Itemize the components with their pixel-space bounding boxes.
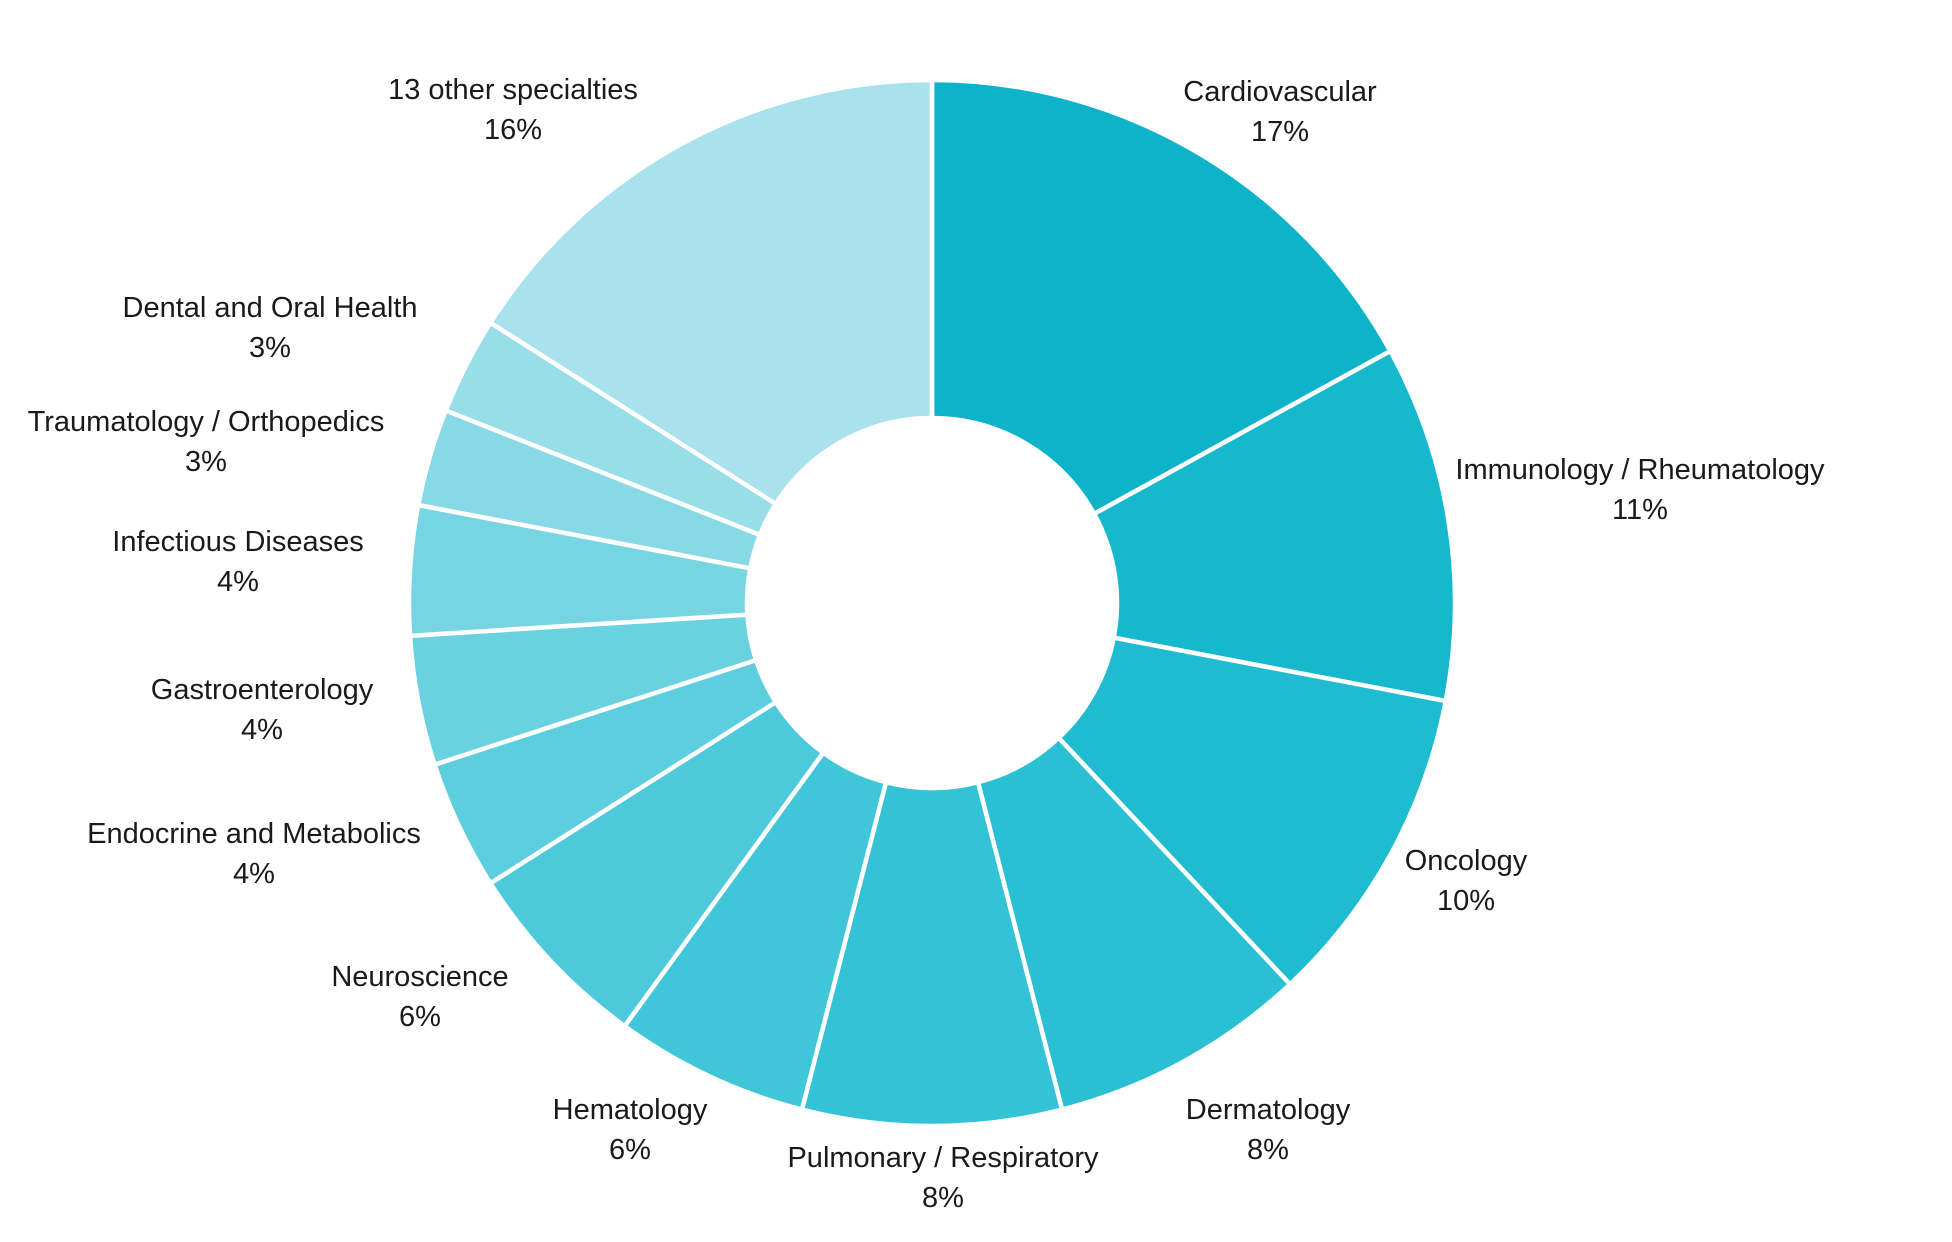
- slice-label-neuroscience: Neuroscience 6%: [331, 961, 508, 1033]
- slice-name: Oncology: [1405, 845, 1528, 877]
- slice-name: Pulmonary / Respiratory: [787, 1142, 1099, 1174]
- slice-percent: 8%: [1247, 1134, 1289, 1166]
- slice-label-hematology: Hematology 6%: [553, 1094, 708, 1166]
- slice-percent: 11%: [1612, 494, 1668, 526]
- slice-name: 13 other specialties: [388, 74, 638, 106]
- slice-percent: 8%: [922, 1182, 964, 1214]
- pie-slice-13-other-specialties: [488, 77, 935, 507]
- slice-name: Gastroenterology: [151, 674, 374, 706]
- slice-label-traumatology-orthopedics: Traumatology / Orthopedics 3%: [28, 406, 385, 478]
- slice-label-cardiovascular: Cardiovascular 17%: [1183, 76, 1377, 148]
- slice-name: Hematology: [553, 1094, 708, 1126]
- slice-label-13-other-specialties: 13 other specialties 16%: [388, 74, 638, 146]
- slice-label-dermatology: Dermatology 8%: [1186, 1094, 1351, 1166]
- slice-name: Endocrine and Metabolics: [87, 818, 421, 850]
- pie-slice-pulmonary-respiratory: [799, 779, 1065, 1129]
- pie-slice-dermatology: [975, 735, 1293, 1112]
- slice-label-oncology: Oncology 10%: [1405, 845, 1528, 917]
- slice-label-endocrine-and-metabolics: Endocrine and Metabolics 4%: [87, 818, 421, 890]
- slice-name: Immunology / Rheumatology: [1455, 454, 1825, 486]
- pie-slice-immunology-rheumatology: [1091, 348, 1458, 704]
- slice-percent: 4%: [241, 714, 283, 746]
- slice-name: Dermatology: [1186, 1094, 1351, 1126]
- pie-slice-cardiovascular: [929, 77, 1393, 517]
- slice-percent: 6%: [609, 1134, 651, 1166]
- slice-percent: 16%: [484, 114, 542, 146]
- slice-name: Dental and Oral Health: [123, 292, 418, 324]
- slice-percent: 6%: [399, 1001, 441, 1033]
- pie-slice-oncology: [1056, 635, 1448, 987]
- slice-percent: 4%: [233, 858, 275, 890]
- slice-label-dental-and-oral-health: Dental and Oral Health 3%: [123, 292, 418, 364]
- slice-name: Traumatology / Orthopedics: [28, 406, 385, 438]
- slice-label-gastroenterology: Gastroenterology 4%: [151, 674, 374, 746]
- slice-name: Infectious Diseases: [112, 526, 363, 558]
- slice-percent: 17%: [1251, 116, 1309, 148]
- slice-percent: 3%: [185, 446, 227, 478]
- slice-name: Neuroscience: [331, 961, 508, 993]
- slice-percent: 3%: [249, 332, 291, 364]
- slice-percent: 10%: [1437, 885, 1495, 917]
- slice-percent: 4%: [217, 566, 259, 598]
- slice-label-immunology-rheumatology: Immunology / Rheumatology 11%: [1455, 454, 1825, 526]
- slice-label-pulmonary-respiratory: Pulmonary / Respiratory 8%: [787, 1142, 1099, 1214]
- slice-label-infectious-diseases: Infectious Diseases 4%: [112, 526, 363, 598]
- slice-name: Cardiovascular: [1183, 76, 1377, 108]
